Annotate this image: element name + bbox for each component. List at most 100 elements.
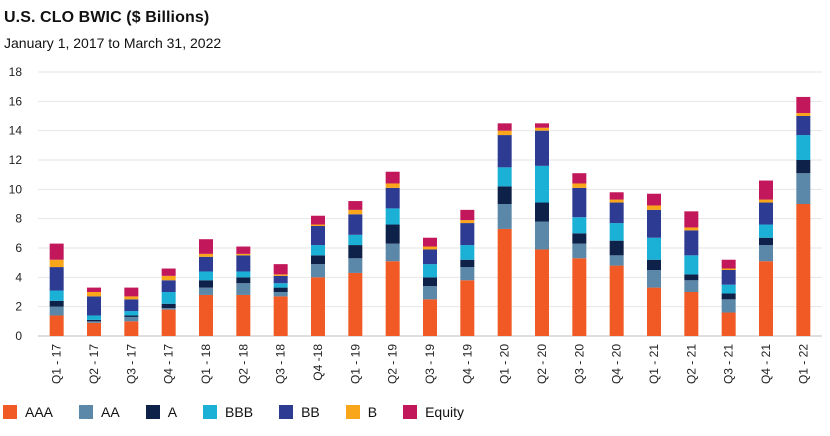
bar-segment-b xyxy=(609,199,624,203)
bar-segment-aa xyxy=(423,286,437,300)
y-tick-label: 0 xyxy=(15,329,22,343)
bar-segment-aaa xyxy=(497,228,512,336)
bar-segment-bb xyxy=(535,130,549,166)
bar-segment-equity xyxy=(647,193,661,206)
bar-segment-a xyxy=(236,277,251,284)
legend-label: BBB xyxy=(225,404,254,420)
legend-swatch xyxy=(79,405,94,419)
bar-segment-bbb xyxy=(311,245,325,256)
x-tick-label: Q1 - 19 xyxy=(348,344,362,384)
bar-segment-b xyxy=(311,224,325,226)
bar-segment-a xyxy=(572,233,587,244)
bar-segment-a xyxy=(199,280,213,288)
bar-segment-equity xyxy=(385,171,400,184)
x-tick-label: Q1 - 18 xyxy=(199,344,213,384)
bar-segment-bbb xyxy=(161,292,176,304)
bar-segment-bbb xyxy=(721,284,736,294)
bar-segment-a xyxy=(161,303,176,309)
bar-segment-aaa xyxy=(49,315,64,336)
bar-segment-b xyxy=(161,275,176,281)
x-tick-label: Q3 - 18 xyxy=(274,344,288,384)
bar-segment-equity xyxy=(721,259,736,269)
bar-segment-aa xyxy=(311,264,325,278)
bar-segment-equity xyxy=(199,239,213,254)
bar-segment-equity xyxy=(535,123,549,128)
legend-item-aa: AA xyxy=(79,404,120,420)
bar-segment-aa xyxy=(759,245,773,262)
x-tick-label: Q2 - 17 xyxy=(87,344,101,384)
x-tick-label: Q3 - 20 xyxy=(572,344,586,384)
bar-segment-aaa xyxy=(236,294,251,336)
x-tick-label: Q3 - 17 xyxy=(124,344,138,384)
bar-segment-bb xyxy=(647,209,661,238)
bar-segment-aaa xyxy=(572,258,587,336)
bar-segment-a xyxy=(497,186,512,204)
bar-segment-bb xyxy=(721,270,736,285)
bar-segment-bbb xyxy=(273,283,288,288)
bar-segment-aa xyxy=(647,270,661,288)
bar-segment-bbb xyxy=(49,290,64,301)
y-tick-label: 8 xyxy=(15,212,22,226)
bar-segment-a xyxy=(423,277,437,287)
bar-segment-a xyxy=(385,224,400,244)
bar-segment-bb xyxy=(796,116,811,136)
bar-segment-aaa xyxy=(161,309,176,336)
legend-label: B xyxy=(367,404,378,420)
bar-segment-equity xyxy=(273,264,288,275)
bar-segment-b xyxy=(236,253,251,256)
y-tick-label: 6 xyxy=(15,241,22,255)
y-tick-label: 18 xyxy=(9,65,23,79)
bar-segment-equity xyxy=(161,268,176,276)
y-tick-label: 10 xyxy=(9,182,23,196)
chart-legend: AAA AA A BBB BB B Equity xyxy=(3,404,490,420)
bar-segment-aaa xyxy=(348,272,363,336)
bar-segment-bb xyxy=(460,223,475,246)
bar-segment-bbb xyxy=(199,271,213,281)
bar-segment-aa xyxy=(721,299,736,313)
bar-segment-bb xyxy=(199,256,213,272)
legend-label: AAA xyxy=(25,404,54,420)
chart-title: U.S. CLO BWIC ($ Billions) xyxy=(4,9,210,26)
bar-segment-aaa xyxy=(460,280,475,336)
bar-segment-bb xyxy=(609,202,624,224)
bar-segment-bb xyxy=(497,135,512,168)
bar-segment-aaa xyxy=(609,265,624,336)
bar-segment-equity xyxy=(497,123,512,131)
bar-segment-bbb xyxy=(460,245,475,260)
bar-segment-aa xyxy=(49,306,64,316)
bar-segment-b xyxy=(199,253,213,257)
y-tick-label: 12 xyxy=(9,153,23,167)
x-tick-label: Q4 - 20 xyxy=(610,344,624,384)
bar-segment-b xyxy=(796,113,811,116)
y-tick-label: 2 xyxy=(15,300,22,314)
bar-segment-equity xyxy=(311,215,325,225)
legend-swatch xyxy=(403,405,418,419)
legend-item-a: A xyxy=(145,404,178,420)
bar-segment-aaa xyxy=(273,296,288,336)
bar-segment-equity xyxy=(423,237,437,247)
x-tick-label: Q1 - 21 xyxy=(647,344,661,384)
bar-segment-aa xyxy=(796,173,811,204)
bar-segment-a xyxy=(273,287,288,292)
bar-segment-aa xyxy=(497,204,512,229)
bar-segment-bbb xyxy=(124,311,139,316)
x-tick-label: Q2 - 19 xyxy=(386,344,400,384)
bar-segment-bbb xyxy=(647,237,661,260)
x-tick-label: Q2 - 21 xyxy=(684,344,698,384)
x-tick-label: Q2 - 20 xyxy=(535,344,549,384)
bar-segment-aaa xyxy=(199,294,213,336)
bar-segment-a xyxy=(796,160,811,174)
bar-segment-bb xyxy=(572,187,587,218)
bar-segment-bbb xyxy=(609,223,624,241)
bar-segment-aaa xyxy=(796,204,811,336)
bar-segment-aaa xyxy=(385,261,400,336)
bar-segment-aaa xyxy=(684,292,699,336)
bar-segment-bbb xyxy=(796,135,811,160)
bar-segment-aaa xyxy=(311,277,325,336)
legend-swatch xyxy=(279,405,294,419)
bar-segment-aaa xyxy=(647,287,661,336)
bar-segment-aaa xyxy=(124,321,139,336)
bar-segment-aaa xyxy=(423,299,437,336)
bar-segment-a xyxy=(124,315,139,317)
legend-label: A xyxy=(167,404,178,420)
